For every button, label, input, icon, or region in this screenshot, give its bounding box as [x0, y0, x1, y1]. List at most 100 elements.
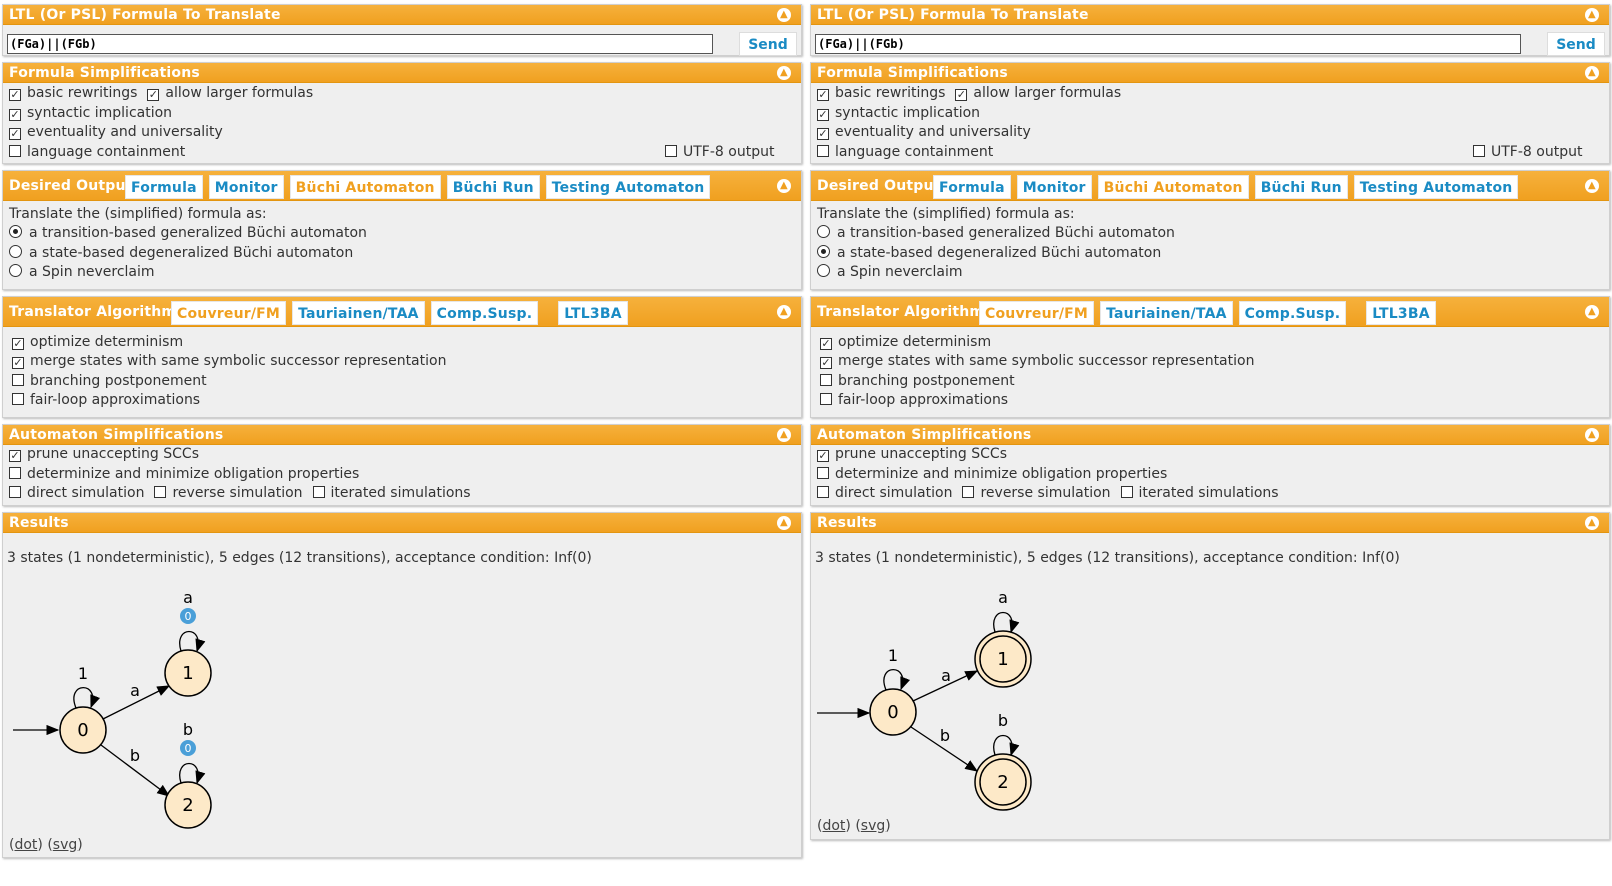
radio-icon[interactable]: [9, 264, 22, 277]
radio-selected-icon[interactable]: [9, 225, 22, 238]
collapse-icon[interactable]: ▲: [777, 427, 791, 442]
checkbox-icon[interactable]: [312, 486, 325, 498]
tab-formula[interactable]: Formula: [933, 175, 1011, 199]
collapse-icon[interactable]: ▲: [1585, 304, 1599, 319]
basic-rewritings-option[interactable]: ✓ basic rewritings: [9, 85, 138, 101]
allow-larger-option[interactable]: ✓ allow larger formulas: [955, 85, 1122, 101]
fair-loop-option[interactable]: fair-loop approximations: [820, 392, 1008, 408]
iterated-simulations-option[interactable]: iterated simulations: [312, 485, 471, 501]
checkbox-checked-icon[interactable]: ✓: [12, 356, 24, 369]
checkbox-checked-icon[interactable]: ✓: [9, 127, 21, 140]
merge-states-option[interactable]: ✓ merge states with same symbolic success…: [820, 353, 1255, 369]
checkbox-checked-icon[interactable]: ✓: [817, 88, 829, 101]
tab-testing-automaton[interactable]: Testing Automaton: [545, 175, 711, 199]
checkbox-checked-icon[interactable]: ✓: [147, 88, 160, 101]
checkbox-checked-icon[interactable]: ✓: [955, 88, 968, 101]
collapse-icon[interactable]: ▲: [777, 65, 791, 80]
tab-formula[interactable]: Formula: [125, 175, 203, 199]
reverse-simulation-option[interactable]: reverse simulation: [154, 485, 303, 501]
radio-transition-based[interactable]: a transition-based generalized Büchi aut…: [9, 225, 367, 241]
checkbox-icon[interactable]: [817, 145, 829, 157]
radio-spin-neverclaim[interactable]: a Spin neverclaim: [9, 264, 155, 280]
checkbox-icon[interactable]: [820, 393, 832, 405]
checkbox-checked-icon[interactable]: ✓: [9, 108, 21, 121]
collapse-icon[interactable]: ▲: [1585, 515, 1599, 530]
direct-simulation-option[interactable]: direct simulation: [817, 485, 952, 501]
eventuality-option[interactable]: ✓ eventuality and universality: [817, 124, 1031, 140]
formula-panel-header[interactable]: LTL (Or PSL) Formula To Translate ▲: [811, 5, 1609, 25]
checkbox-icon[interactable]: [665, 145, 677, 157]
language-containment-option[interactable]: language containment: [9, 144, 185, 160]
checkbox-icon[interactable]: [9, 486, 21, 498]
prune-sccs-option[interactable]: ✓ prune unaccepting SCCs: [9, 446, 199, 462]
formula-simplifications-header[interactable]: Formula Simplifications ▲: [811, 63, 1609, 83]
tab-tauriainen[interactable]: Tauriainen/TAA: [1100, 301, 1233, 325]
dot-link[interactable]: dot: [822, 818, 846, 834]
checkbox-checked-icon[interactable]: ✓: [9, 88, 21, 101]
tab-buchi-run[interactable]: Büchi Run: [446, 175, 540, 199]
checkbox-icon[interactable]: [820, 374, 832, 386]
results-header[interactable]: Results ▲: [3, 513, 801, 533]
tab-monitor[interactable]: Monitor: [208, 175, 284, 199]
reverse-simulation-option[interactable]: reverse simulation: [962, 485, 1111, 501]
checkbox-checked-icon[interactable]: ✓: [817, 108, 829, 121]
optimize-determinism-option[interactable]: ✓ optimize determinism: [820, 334, 992, 350]
tab-tauriainen[interactable]: Tauriainen/TAA: [292, 301, 425, 325]
send-button[interactable]: Send: [1547, 32, 1605, 56]
svg-link[interactable]: svg: [52, 837, 78, 853]
checkbox-icon[interactable]: [817, 467, 829, 479]
automaton-simplifications-header[interactable]: Automaton Simplifications ▲: [811, 425, 1609, 445]
tab-buchi-automaton[interactable]: Büchi Automaton: [289, 175, 441, 199]
formula-panel-header[interactable]: LTL (Or PSL) Formula To Translate ▲: [3, 5, 801, 25]
collapse-icon[interactable]: ▲: [777, 178, 791, 193]
formula-simplifications-header[interactable]: Formula Simplifications ▲: [3, 63, 801, 83]
tab-ltl3ba[interactable]: LTL3BA: [1366, 301, 1436, 325]
checkbox-icon[interactable]: [9, 467, 21, 479]
svg-link[interactable]: svg: [860, 818, 886, 834]
collapse-icon[interactable]: ▲: [1585, 427, 1599, 442]
checkbox-icon[interactable]: [1473, 145, 1485, 157]
send-button[interactable]: Send: [739, 32, 797, 56]
checkbox-checked-icon[interactable]: ✓: [820, 356, 832, 369]
collapse-icon[interactable]: ▲: [777, 304, 791, 319]
radio-state-based[interactable]: a state-based degeneralized Büchi automa…: [9, 245, 353, 261]
automaton-simplifications-header[interactable]: Automaton Simplifications ▲: [3, 425, 801, 445]
determinize-option[interactable]: determinize and minimize obligation prop…: [817, 466, 1167, 482]
tab-buchi-automaton[interactable]: Büchi Automaton: [1097, 175, 1249, 199]
radio-state-based[interactable]: a state-based degeneralized Büchi automa…: [817, 245, 1161, 261]
checkbox-checked-icon[interactable]: ✓: [817, 449, 829, 462]
fair-loop-option[interactable]: fair-loop approximations: [12, 392, 200, 408]
checkbox-icon[interactable]: [12, 393, 24, 405]
language-containment-option[interactable]: language containment: [817, 144, 993, 160]
syntactic-implication-option[interactable]: ✓ syntactic implication: [817, 105, 981, 121]
checkbox-icon[interactable]: [12, 374, 24, 386]
collapse-icon[interactable]: ▲: [1585, 178, 1599, 193]
checkbox-icon[interactable]: [962, 486, 975, 498]
tab-comp-susp[interactable]: Comp.Susp.: [430, 301, 539, 325]
branching-postponement-option[interactable]: branching postponement: [12, 373, 207, 389]
direct-simulation-option[interactable]: direct simulation: [9, 485, 144, 501]
collapse-icon[interactable]: ▲: [777, 7, 791, 22]
iterated-simulations-option[interactable]: iterated simulations: [1120, 485, 1279, 501]
formula-input[interactable]: (FGa)||(FGb): [7, 34, 713, 54]
collapse-icon[interactable]: ▲: [1585, 65, 1599, 80]
tab-monitor[interactable]: Monitor: [1016, 175, 1092, 199]
checkbox-checked-icon[interactable]: ✓: [9, 449, 21, 462]
radio-icon[interactable]: [817, 225, 830, 238]
tab-couvreur[interactable]: Couvreur/FM: [171, 301, 287, 325]
collapse-icon[interactable]: ▲: [777, 515, 791, 530]
checkbox-checked-icon[interactable]: ✓: [820, 337, 832, 350]
formula-input[interactable]: (FGa)||(FGb): [815, 34, 1521, 54]
utf8-output-option[interactable]: UTF-8 output: [1473, 144, 1582, 160]
syntactic-implication-option[interactable]: ✓ syntactic implication: [9, 105, 173, 121]
tab-ltl3ba[interactable]: LTL3BA: [558, 301, 628, 325]
eventuality-option[interactable]: ✓ eventuality and universality: [9, 124, 223, 140]
branching-postponement-option[interactable]: branching postponement: [820, 373, 1015, 389]
tab-couvreur[interactable]: Couvreur/FM: [979, 301, 1095, 325]
radio-icon[interactable]: [9, 245, 22, 258]
collapse-icon[interactable]: ▲: [1585, 7, 1599, 22]
checkbox-icon[interactable]: [817, 486, 829, 498]
checkbox-checked-icon[interactable]: ✓: [12, 337, 24, 350]
merge-states-option[interactable]: ✓ merge states with same symbolic success…: [12, 353, 447, 369]
utf8-output-option[interactable]: UTF-8 output: [665, 144, 774, 160]
